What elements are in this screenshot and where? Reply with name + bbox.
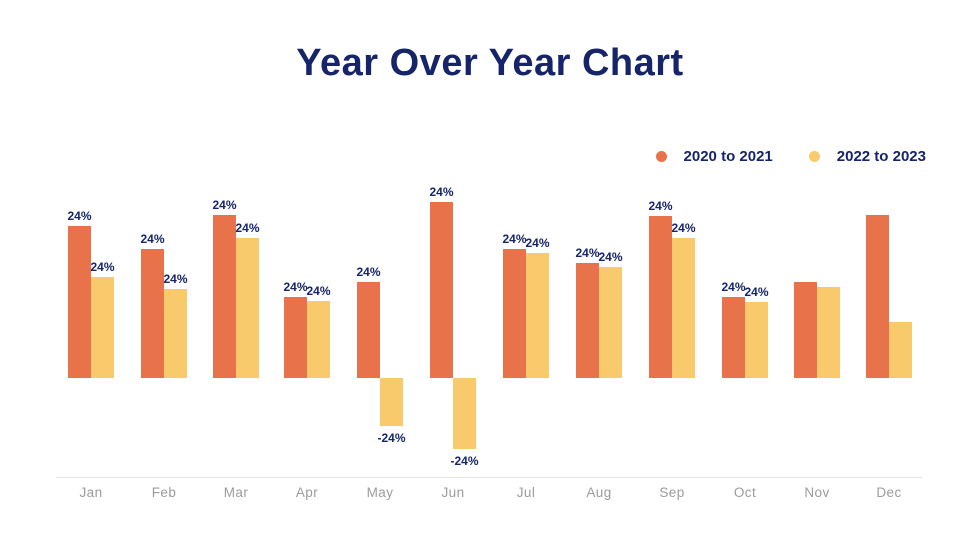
legend: 2020 to 2021 2022 to 2023 — [655, 148, 926, 165]
value-label-2022-to-2023-mar: 24% — [235, 221, 260, 235]
value-label-2020-to-2021-sep: 24% — [648, 199, 673, 213]
x-axis-label-apr: Apr — [295, 485, 319, 500]
bar-2020-to-2021-apr — [284, 297, 307, 378]
x-axis-label-jan: Jan — [79, 485, 103, 500]
value-label-2020-to-2021-may: 24% — [356, 265, 381, 279]
bar-2020-to-2021-jul — [503, 249, 526, 378]
bar-2022-to-2023-feb — [164, 289, 187, 378]
bar-2022-to-2023-mar — [236, 238, 259, 378]
x-axis-label-sep: Sep — [659, 485, 685, 500]
value-label-2022-to-2023-apr: 24% — [306, 284, 331, 298]
x-axis-label-may: May — [366, 485, 394, 500]
value-label-2022-to-2023-aug: 24% — [598, 250, 623, 264]
bar-2022-to-2023-apr — [307, 301, 330, 378]
x-axis-label-oct: Oct — [733, 485, 757, 500]
value-label-2022-to-2023-sep: 24% — [671, 221, 696, 235]
value-label-2022-to-2023-jan: 24% — [90, 260, 115, 274]
legend-dot-icon — [655, 151, 667, 162]
bar-2020-to-2021-sep — [649, 216, 672, 378]
bar-2022-to-2023-aug — [599, 267, 622, 378]
value-label-2020-to-2021-jun: 24% — [429, 185, 454, 199]
bar-2020-to-2021-mar — [213, 215, 236, 378]
bar-2020-to-2021-may — [357, 282, 380, 378]
bar-2020-to-2021-aug — [576, 263, 599, 378]
legend-item-2022-2023: 2022 to 2023 — [808, 148, 926, 165]
value-label-2020-to-2021-mar: 24% — [212, 198, 237, 212]
value-label-2022-to-2023-feb: 24% — [163, 272, 188, 286]
value-label-2020-to-2021-jul: 24% — [502, 232, 527, 246]
bar-2022-to-2023-may — [380, 378, 403, 426]
value-label-2020-to-2021-aug: 24% — [575, 246, 600, 260]
value-label-2020-to-2021-feb: 24% — [140, 232, 165, 246]
value-label-2020-to-2021-jan: 24% — [67, 209, 92, 223]
bar-2022-to-2023-nov — [817, 287, 840, 378]
bar-2022-to-2023-jul — [526, 253, 549, 378]
legend-label: 2022 to 2023 — [836, 148, 926, 165]
legend-dot-icon — [808, 151, 820, 162]
x-axis-label-jun: Jun — [441, 485, 465, 500]
bar-2020-to-2021-nov — [794, 282, 817, 378]
bar-2020-to-2021-oct — [722, 297, 745, 378]
bar-2022-to-2023-oct — [745, 302, 768, 378]
x-axis-line — [56, 477, 922, 478]
value-label-2022-to-2023-jul: 24% — [525, 236, 550, 250]
bar-2020-to-2021-jun — [430, 202, 453, 378]
legend-item-2020-2021: 2020 to 2021 — [655, 148, 773, 165]
value-label-2022-to-2023-jun: -24% — [450, 454, 479, 468]
x-axis-label-nov: Nov — [804, 485, 830, 500]
bar-2022-to-2023-sep — [672, 238, 695, 378]
x-axis-label-aug: Aug — [586, 485, 612, 500]
x-axis-label-dec: Dec — [876, 485, 902, 500]
value-label-2022-to-2023-oct: 24% — [744, 285, 769, 299]
value-label-2020-to-2021-apr: 24% — [283, 280, 308, 294]
value-label-2022-to-2023-may: -24% — [377, 431, 406, 445]
value-label-2020-to-2021-oct: 24% — [721, 280, 746, 294]
bar-2022-to-2023-jan — [91, 277, 114, 378]
bar-2020-to-2021-dec — [866, 215, 889, 378]
bar-2022-to-2023-dec — [889, 322, 912, 378]
bar-2022-to-2023-jun — [453, 378, 476, 449]
x-axis-label-jul: Jul — [516, 485, 536, 500]
x-axis-label-feb: Feb — [151, 485, 177, 500]
bar-2020-to-2021-jan — [68, 226, 91, 378]
bar-2020-to-2021-feb — [141, 249, 164, 378]
legend-label: 2020 to 2021 — [683, 148, 773, 165]
x-axis-label-mar: Mar — [223, 485, 249, 500]
chart-title: Year Over Year Chart — [296, 42, 684, 84]
